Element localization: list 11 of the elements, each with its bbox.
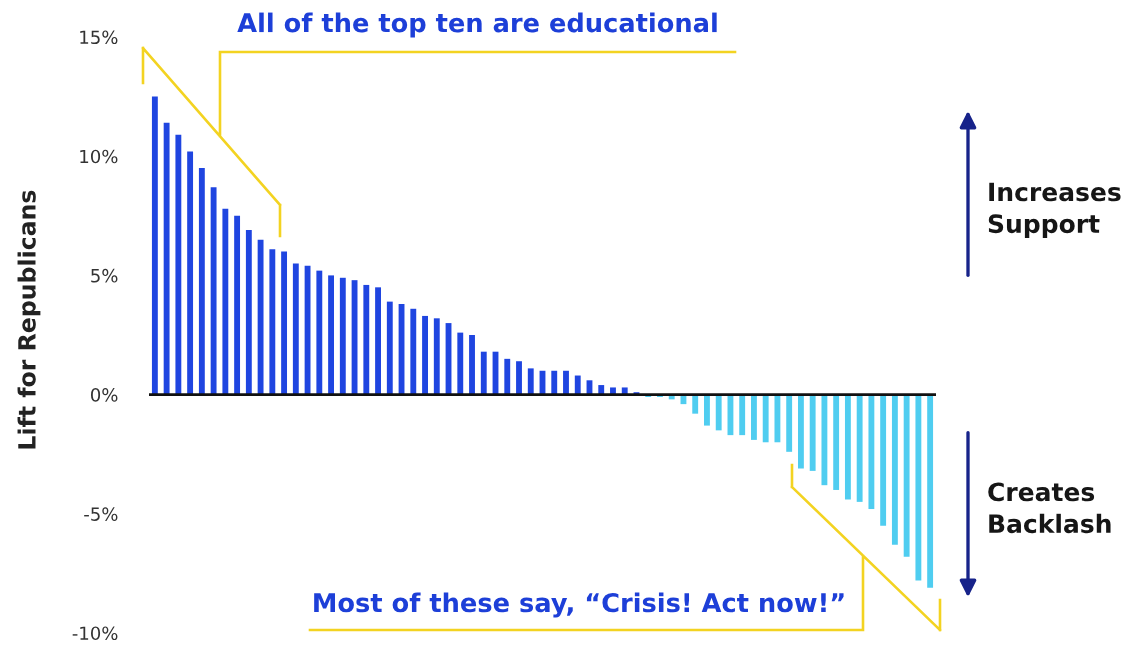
annotation: Most of these say, “Crisis! Act now!”	[314, 592, 844, 618]
y-tick-label: -5%	[84, 507, 118, 521]
y-tick-label: 10%	[80, 149, 118, 164]
y-tick-label: 15%	[80, 30, 118, 45]
annotation: All of the top ten are educational	[237, 12, 717, 38]
y-tick-label: 5%	[91, 268, 118, 283]
y-axis-title: Lift for Republicans	[17, 190, 41, 449]
text: Increases Support	[988, 182, 1121, 238]
text: Creates Backlash	[988, 482, 1111, 534]
y-tick-label: -10%	[72, 626, 118, 641]
y-tick-label: 0%	[90, 388, 118, 402]
